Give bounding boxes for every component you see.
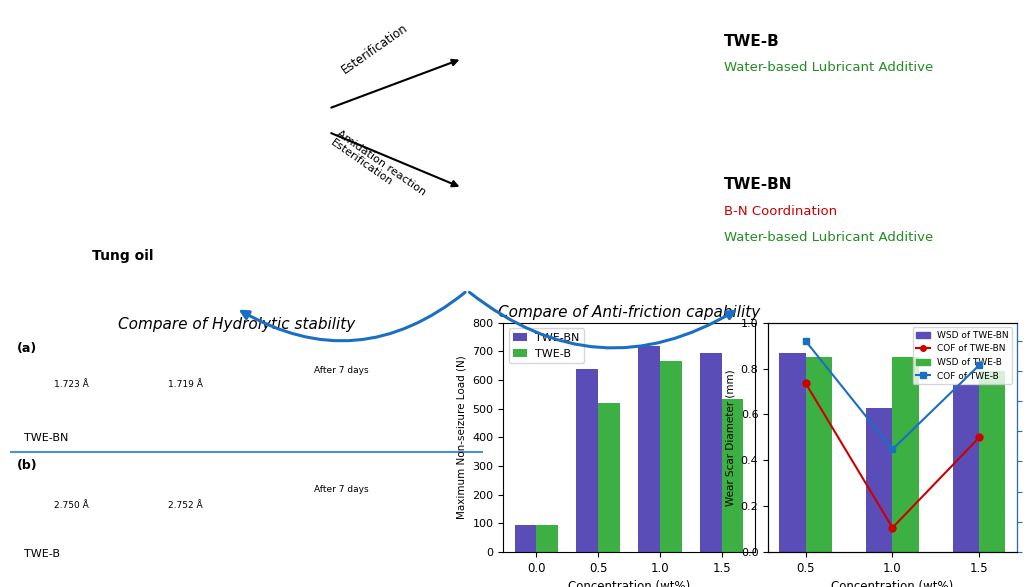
Text: 1.723 Å: 1.723 Å <box>54 380 89 389</box>
Line: COF of TWE-BN: COF of TWE-BN <box>802 380 983 531</box>
X-axis label: Concentration (wt%): Concentration (wt%) <box>831 580 954 587</box>
Text: 2.752 Å: 2.752 Å <box>167 501 202 510</box>
COF of TWE-B <box>886 446 899 453</box>
FancyArrowPatch shape <box>241 292 465 341</box>
Text: B-N Coordination: B-N Coordination <box>724 205 837 218</box>
Legend: WSD of TWE-BN, COF of TWE-BN, WSD of TWE-B, COF of TWE-B: WSD of TWE-BN, COF of TWE-BN, WSD of TWE… <box>913 328 1013 384</box>
Bar <box>598 403 619 552</box>
Text: TWE-BN: TWE-BN <box>724 177 793 193</box>
FancyArrowPatch shape <box>469 292 734 348</box>
Text: Compare of Hydrolytic stability: Compare of Hydrolytic stability <box>118 316 355 332</box>
Text: After 7 days: After 7 days <box>313 366 369 375</box>
Text: TWE-B: TWE-B <box>25 549 61 559</box>
Bar <box>892 357 918 552</box>
Line: COF of TWE-B: COF of TWE-B <box>802 338 983 453</box>
Bar <box>660 362 682 552</box>
COF of TWE-B <box>799 338 811 345</box>
Bar <box>536 525 558 552</box>
Text: TWE-BN: TWE-BN <box>25 433 69 443</box>
Text: 2.750 Å: 2.750 Å <box>54 501 89 510</box>
COF of TWE-B <box>974 362 986 369</box>
Bar <box>805 357 832 552</box>
Text: (b): (b) <box>17 458 38 471</box>
Bar <box>639 346 660 552</box>
X-axis label: Concentration (wt%): Concentration (wt%) <box>568 580 690 587</box>
Y-axis label: Wear Scar Diameter (mm): Wear Scar Diameter (mm) <box>725 369 735 505</box>
Text: Amidation reaction
Esterification: Amidation reaction Esterification <box>329 128 428 207</box>
Text: Water-based Lubricant Additive: Water-based Lubricant Additive <box>724 61 934 74</box>
Text: (a): (a) <box>17 342 38 355</box>
Bar <box>779 353 805 552</box>
Text: Tung oil: Tung oil <box>92 249 154 264</box>
Text: TWE-B: TWE-B <box>724 33 779 49</box>
Text: Esterification: Esterification <box>339 21 411 76</box>
Bar <box>515 525 536 552</box>
Title: Compare of Anti-friction capability: Compare of Anti-friction capability <box>498 305 760 321</box>
Bar <box>953 384 980 552</box>
Text: Water-based Lubricant Additive: Water-based Lubricant Additive <box>724 231 934 244</box>
COF of TWE-BN <box>886 524 899 531</box>
Y-axis label: Maximum Non-seizure Load (N): Maximum Non-seizure Load (N) <box>457 356 467 519</box>
Legend: TWE-BN, TWE-B: TWE-BN, TWE-B <box>508 328 584 363</box>
COF of TWE-BN <box>799 380 811 387</box>
COF of TWE-BN <box>974 434 986 441</box>
Bar <box>867 407 892 552</box>
Bar <box>980 371 1005 552</box>
Bar <box>576 369 598 552</box>
Bar <box>722 399 744 552</box>
Text: 1.719 Å: 1.719 Å <box>167 380 202 389</box>
Text: After 7 days: After 7 days <box>313 485 369 494</box>
Bar <box>700 353 722 552</box>
